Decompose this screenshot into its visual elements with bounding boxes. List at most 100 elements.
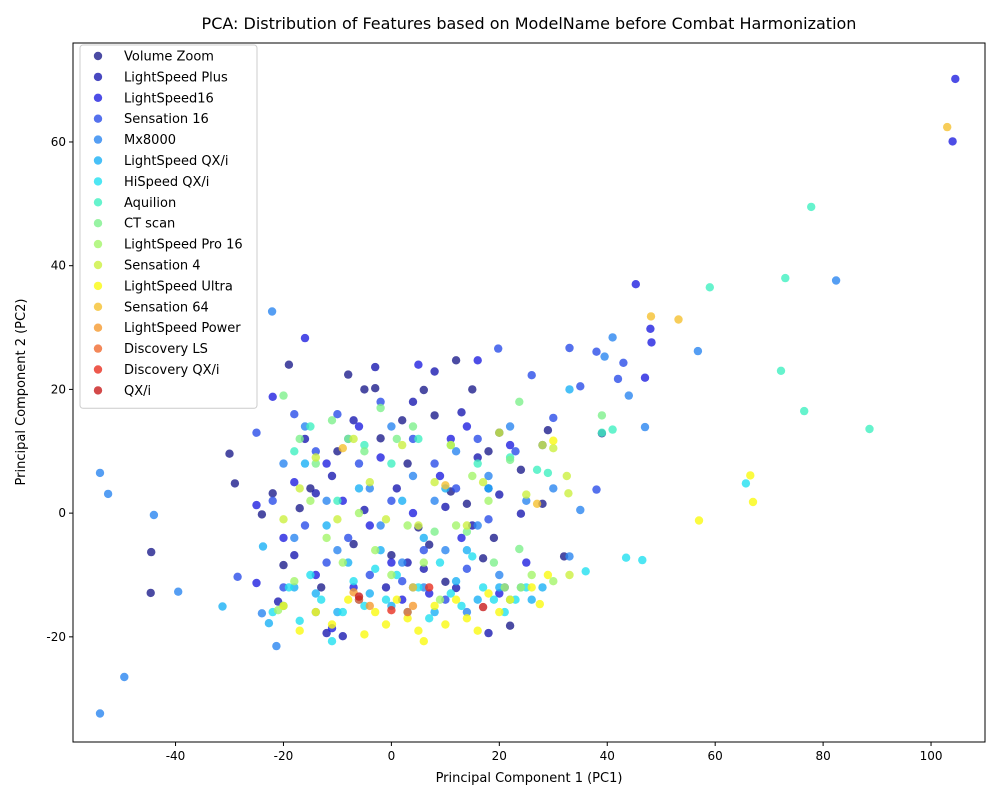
data-point — [257, 609, 267, 618]
data-point — [446, 434, 455, 444]
data-point — [290, 577, 299, 586]
data-point — [279, 391, 288, 400]
data-point — [354, 459, 364, 468]
data-point — [398, 577, 407, 586]
data-point — [451, 356, 461, 365]
data-point — [300, 333, 310, 343]
data-point — [549, 413, 558, 423]
data-point — [354, 508, 364, 518]
data-point — [451, 447, 461, 456]
data-point — [741, 479, 751, 488]
data-point — [457, 408, 466, 417]
legend-marker — [93, 239, 103, 249]
legend-label: Sensation 4 — [124, 259, 201, 274]
data-point — [484, 515, 493, 524]
data-point — [403, 607, 412, 617]
data-point — [284, 583, 294, 592]
data-point — [516, 465, 526, 474]
data-point — [565, 385, 574, 394]
data-point — [430, 411, 439, 420]
data-point — [527, 583, 536, 592]
data-point — [565, 552, 574, 561]
data-point — [527, 595, 536, 604]
data-point — [435, 471, 445, 481]
data-point — [484, 447, 493, 456]
legend-label: QX/i — [124, 384, 151, 399]
data-point — [562, 471, 571, 481]
x-tick-label: 60 — [708, 749, 723, 763]
data-point — [646, 324, 655, 333]
data-point — [473, 434, 482, 444]
data-point — [279, 459, 288, 468]
data-point — [327, 471, 337, 481]
data-point — [398, 558, 407, 567]
data-point — [333, 515, 342, 524]
data-point — [430, 459, 439, 468]
data-point — [149, 510, 159, 520]
data-point — [484, 471, 493, 481]
data-point — [457, 533, 466, 543]
data-point — [311, 607, 320, 617]
data-point — [505, 595, 515, 604]
data-point — [943, 122, 952, 132]
data-point — [640, 373, 650, 382]
data-point — [532, 465, 542, 474]
data-point — [387, 496, 396, 505]
data-point — [441, 481, 450, 490]
data-point — [333, 410, 342, 419]
data-point — [543, 570, 553, 580]
data-point — [322, 459, 331, 468]
data-point — [338, 444, 347, 453]
data-point — [349, 539, 358, 549]
data-point — [462, 614, 472, 623]
data-point — [398, 416, 407, 425]
data-point — [306, 496, 315, 505]
data-point — [435, 558, 445, 567]
legend-label: Discovery QX/i — [124, 363, 220, 378]
data-point — [344, 595, 353, 604]
data-point — [371, 607, 380, 617]
legend-marker — [93, 156, 103, 165]
data-point — [631, 280, 640, 289]
legend: Volume Zoom LightSpeed Plus LightSpeed16 Se… — [79, 44, 258, 409]
data-point — [800, 406, 809, 416]
data-point — [408, 601, 418, 611]
data-point — [522, 558, 531, 567]
data-point — [549, 444, 558, 453]
data-point — [349, 434, 358, 444]
data-point — [290, 533, 299, 543]
legend-marker — [93, 135, 103, 144]
data-point — [495, 428, 504, 437]
data-point — [290, 410, 299, 419]
chart-title: PCA: Distribution of Features based on M… — [202, 14, 857, 33]
data-point — [174, 587, 183, 596]
data-point — [272, 641, 281, 651]
data-point — [441, 546, 450, 555]
data-point — [468, 385, 477, 394]
data-point — [478, 478, 488, 487]
data-point — [103, 489, 113, 499]
data-point — [527, 570, 536, 580]
data-point — [322, 628, 331, 638]
data-point — [565, 570, 574, 580]
data-point — [264, 619, 274, 628]
data-point — [419, 637, 428, 646]
data-point — [430, 601, 439, 611]
data-point — [311, 453, 320, 462]
data-point — [462, 521, 472, 530]
data-point — [446, 440, 455, 450]
data-point — [354, 592, 364, 601]
data-point — [576, 382, 585, 391]
series-16 — [354, 592, 488, 612]
data-point — [252, 500, 261, 510]
data-point — [252, 428, 261, 437]
data-point — [538, 440, 547, 450]
data-point — [300, 459, 310, 468]
data-point — [608, 425, 617, 434]
data-point — [392, 434, 401, 444]
data-point — [462, 499, 472, 508]
data-point — [371, 564, 380, 573]
data-point — [543, 468, 553, 478]
data-point — [344, 370, 353, 379]
